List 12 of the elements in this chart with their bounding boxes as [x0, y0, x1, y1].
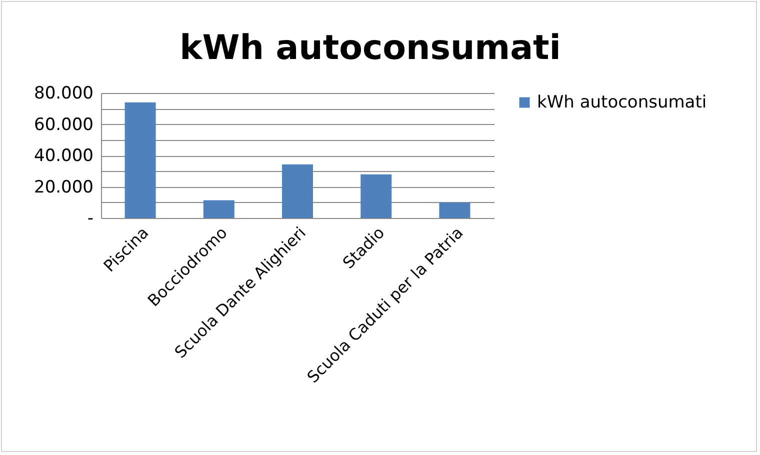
y-tick-label: 20.000	[34, 177, 94, 198]
bar	[282, 164, 313, 218]
bar	[360, 174, 392, 218]
chart-title: kWh autoconsumati	[180, 28, 561, 68]
y-tick-label: 40.000	[34, 146, 94, 166]
y-tick-label: 80.000	[34, 84, 94, 104]
bar	[124, 102, 156, 218]
bar	[203, 200, 234, 218]
legend-label: kWh autoconsumati	[537, 92, 707, 112]
y-tick-label: -	[87, 208, 94, 228]
bar	[439, 202, 470, 218]
y-tick-label: 60.000	[34, 114, 94, 135]
